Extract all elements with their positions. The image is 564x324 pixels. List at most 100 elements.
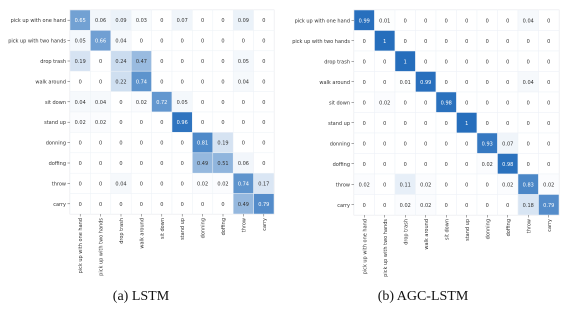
row-tick-label: drop trash (40, 59, 66, 65)
cell-value-label: 0.09 (238, 18, 249, 24)
col-tick-label: doffing (506, 219, 512, 236)
cell-value-label: 0 (201, 18, 204, 24)
cell-value-label: 0.98 (441, 100, 452, 106)
cell-value-label: 0.05 (177, 100, 188, 106)
row-tick-label: sit down (329, 100, 350, 106)
cell-value-label: 0 (201, 100, 204, 106)
cell-value-label: 0 (547, 121, 550, 127)
cell-value-label: 0.83 (523, 182, 534, 188)
cell-value-label: 0 (363, 39, 366, 45)
cell-value-label: 0.65 (75, 18, 86, 24)
cell-value-label: 0.07 (502, 141, 513, 147)
cell-value-label: 0 (445, 182, 448, 188)
cell-value-label: 0.04 (75, 100, 86, 106)
cell-value-label: 0 (363, 100, 366, 106)
cell-value-label: 0 (160, 202, 163, 208)
cell-value-label: 0 (506, 18, 509, 24)
col-tick-label: sit down (444, 219, 450, 240)
cell-value-label: 0 (363, 141, 366, 147)
cell-value-label: 0 (424, 39, 427, 45)
col-tick-label: doffing (221, 218, 227, 235)
row-tick-label: throw (52, 181, 66, 187)
cell-value-label: 0 (363, 59, 366, 65)
cell-value-label: 0 (486, 203, 489, 209)
cell-value-label: 0 (242, 100, 245, 106)
cell-value-label: 0 (363, 80, 366, 86)
cell-value-label: 0.93 (482, 141, 493, 147)
cell-value-label: 0 (445, 121, 448, 127)
cell-value-label: 0 (506, 39, 509, 45)
cell-value-label: 0 (201, 79, 204, 85)
col-tick-label: drop trash (119, 218, 125, 244)
cell-value-label: 0 (486, 182, 489, 188)
cell-value-label: 0 (465, 18, 468, 24)
row-tick-label: stand up (328, 121, 350, 127)
cell-value-label: 0 (140, 181, 143, 187)
cell-value-label: 0 (547, 162, 550, 168)
cell-value-label: 0.06 (238, 161, 249, 167)
row-tick-label: carry (337, 203, 350, 209)
cell-value-label: 0 (79, 79, 82, 85)
cell-value-label: 0 (140, 120, 143, 126)
caption-agc-lstm: (b) AGC-LSTM (377, 289, 469, 304)
cell-value-label: 0.49 (238, 202, 249, 208)
cell-value-label: 0.19 (217, 141, 228, 147)
cell-value-label: 0 (404, 18, 407, 24)
cell-value-label: 0 (527, 39, 530, 45)
cell-value-label: 0.02 (136, 100, 147, 106)
cell-value-label: 0.99 (420, 80, 431, 86)
cell-value-label: 0 (99, 181, 102, 187)
confusion-matrix-agc-lstm-plot: 0.99 0.01 0 0 0 0 0 0 0.04 0 0 1 0 0 0 0 0 0 0 0 0 0 1 0 0 0 0 0 0 0 0… (292, 9, 560, 277)
cell-value-label: 0 (424, 100, 427, 106)
col-tick-label: donning (485, 219, 491, 239)
cell-value-label: 0 (119, 161, 122, 167)
row-tick-label: stand up (44, 120, 66, 126)
cell-value-label: 0 (486, 121, 489, 127)
cell-value-label: 0 (201, 120, 204, 126)
cell-value-label: 0 (201, 59, 204, 65)
cell-value-label: 0 (119, 202, 122, 208)
cell-value-label: 0 (486, 100, 489, 106)
cell-value-label: 0.02 (75, 120, 86, 126)
cell-value-label: 0 (547, 59, 550, 65)
cell-value-label: 0 (262, 79, 265, 85)
cell-value-label: 0 (445, 39, 448, 45)
cell-value-label: 0 (506, 100, 509, 106)
cell-value-label: 0.01 (400, 80, 411, 86)
cell-value-label: 0 (547, 39, 550, 45)
cell-value-label: 0 (79, 202, 82, 208)
cell-value-label: 0.22 (115, 79, 126, 85)
row-tick-label: pick up with one hand (11, 18, 66, 24)
row-tick-label: pick up with two hands (292, 39, 350, 45)
row-tick-label: donning (46, 141, 66, 147)
row-tick-label: pick up with two hands (8, 39, 66, 45)
row-tick-label: pick up with one hand (295, 18, 350, 24)
row-tick-label: walk around (319, 80, 350, 86)
col-tick-label: carry (262, 218, 268, 231)
col-tick-label: stand up (465, 219, 471, 241)
cell-value-label: 0 (445, 162, 448, 168)
cell-value-label: 0 (445, 59, 448, 65)
cell-value-label: 0 (506, 121, 509, 127)
cell-value-label: 0.19 (75, 59, 86, 65)
cell-value-label: 0 (527, 59, 530, 65)
cell-value-label: 0 (465, 80, 468, 86)
cell-value-label: 0 (383, 141, 386, 147)
cell-value-label: 0 (465, 203, 468, 209)
cell-value-label: 0 (160, 79, 163, 85)
cell-value-label: 0 (383, 182, 386, 188)
cell-value-label: 0 (181, 59, 184, 65)
cell-value-label: 0 (160, 141, 163, 147)
cell-value-label: 0 (527, 162, 530, 168)
cell-value-label: 0 (486, 39, 489, 45)
row-tick-label: donning (330, 141, 350, 147)
col-tick-label: drop trash (403, 219, 409, 245)
cell-value-label: 0.74 (238, 181, 249, 187)
col-tick-label: throw (241, 218, 247, 232)
cell-value-label: 0.11 (400, 182, 411, 188)
cell-value-label: 0 (79, 161, 82, 167)
row-tick-label: doffing (333, 162, 350, 168)
row-tick-label: drop trash (324, 59, 350, 65)
confusion-matrix-lstm: 0.65 0.06 0.09 0.03 0 0.07 0 0 0.09 0 0.05 0.66 0.04… (8, 9, 275, 304)
cell-value-label: 0 (404, 141, 407, 147)
